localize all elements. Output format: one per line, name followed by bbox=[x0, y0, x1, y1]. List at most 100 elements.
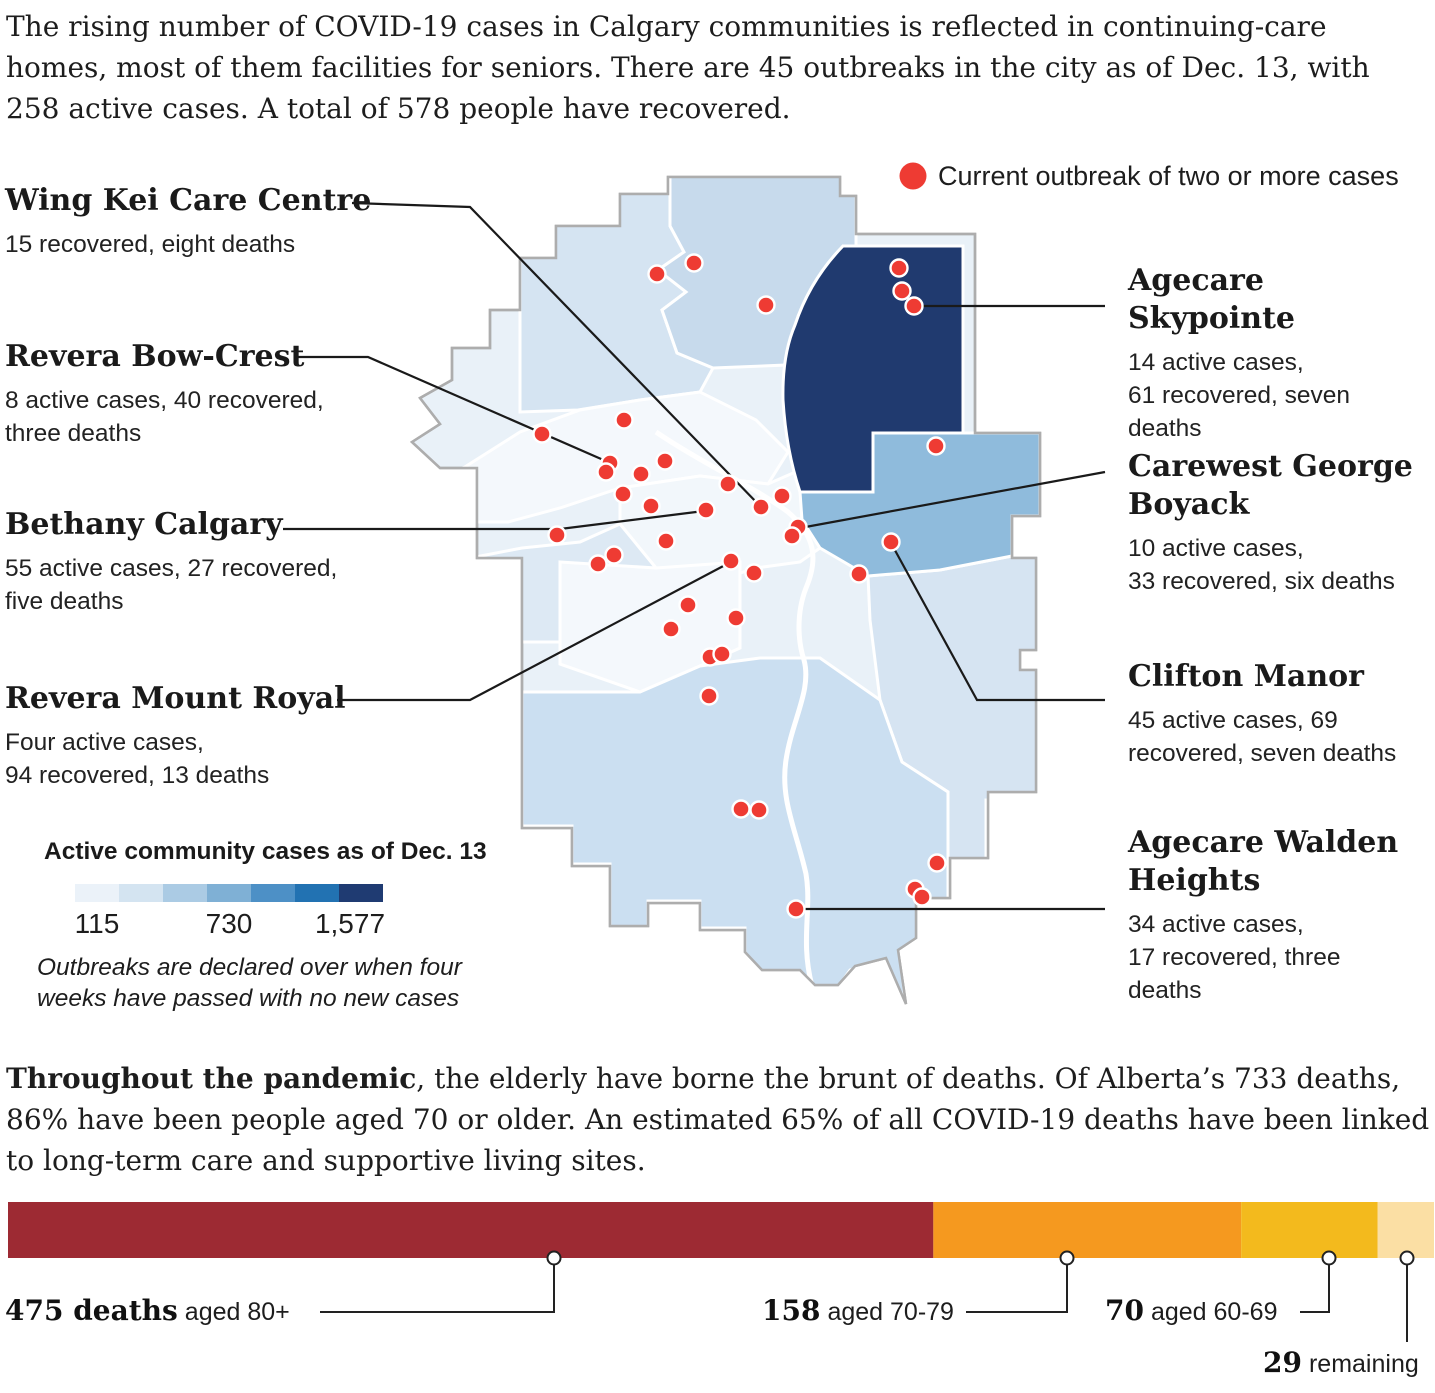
facility-bow-crest: Revera Bow-Crest 8 active cases, 40 reco… bbox=[5, 338, 435, 450]
outbreak-dot bbox=[718, 474, 738, 494]
facility-stats: Four active cases, 94 recovered, 13 deat… bbox=[5, 729, 270, 789]
facility-skypointe: Agecare Skypointe 14 active cases, 61 re… bbox=[1128, 262, 1428, 445]
outbreak-dot bbox=[912, 887, 932, 907]
choropleth-swatch bbox=[119, 884, 163, 902]
bar-label-value: 29 bbox=[1263, 1346, 1302, 1379]
bar-label-value: 475 deaths bbox=[5, 1294, 178, 1327]
outbreak-legend-label: Current outbreak of two or more cases bbox=[938, 161, 1399, 191]
outbreak-dot bbox=[647, 264, 667, 284]
connector-80plus bbox=[320, 1258, 555, 1313]
outbreak-dot bbox=[613, 484, 633, 504]
facility-wing-kei: Wing Kei Care Centre 15 recovered, eight… bbox=[5, 182, 425, 261]
bar-label-80plus: 475 deaths aged 80+ bbox=[5, 1294, 290, 1327]
callout-wing-kei bbox=[351, 201, 762, 508]
outbreak-dot bbox=[641, 496, 661, 516]
connector-70-79 bbox=[966, 1258, 1068, 1313]
outbreak-dots bbox=[532, 253, 947, 919]
facility-name: Agecare Skypointe bbox=[1128, 263, 1296, 336]
outbreak-dot bbox=[661, 619, 681, 639]
callout-bow-crest bbox=[297, 355, 609, 464]
outbreak-dot bbox=[655, 451, 675, 471]
outbreak-dot bbox=[588, 554, 608, 574]
deaths-stacked-bar bbox=[8, 1202, 1434, 1258]
facility-bethany: Bethany Calgary 55 active cases, 27 reco… bbox=[5, 506, 435, 618]
facility-stats: 55 active cases, 27 recovered, five deat… bbox=[5, 555, 338, 615]
choropleth-swatch bbox=[295, 884, 339, 902]
facility-stats: 45 active cases, 69 recovered, seven dea… bbox=[1128, 707, 1397, 767]
connector-node-80plus bbox=[546, 1250, 562, 1266]
facility-name: Wing Kei Care Centre bbox=[5, 183, 372, 218]
connector-node-70-79 bbox=[1059, 1250, 1075, 1266]
bar-segment-aged-70-79 bbox=[933, 1202, 1242, 1258]
outbreak-dot bbox=[532, 424, 552, 444]
choropleth-scale-swatches bbox=[75, 884, 383, 902]
bar-connectors bbox=[320, 1250, 1415, 1342]
outbreak-dot bbox=[696, 500, 716, 520]
outbreak-dot bbox=[699, 686, 719, 706]
facility-stats: 34 active cases, 17 recovered, three dea… bbox=[1128, 911, 1341, 1004]
bar-label-category: aged 60-69 bbox=[1150, 1298, 1278, 1326]
river-line bbox=[654, 429, 816, 987]
bar-label-value: 70 bbox=[1105, 1294, 1144, 1327]
facility-mount-royal: Revera Mount Royal Four active cases, 94… bbox=[5, 680, 435, 792]
facility-name: Agecare Walden Heights bbox=[1128, 825, 1399, 898]
facility-name: Revera Bow-Crest bbox=[5, 339, 305, 374]
facility-stats: 8 active cases, 40 recovered, three deat… bbox=[5, 387, 324, 447]
connector-60-69 bbox=[1300, 1258, 1330, 1313]
outbreak-dot bbox=[547, 525, 567, 545]
choropleth-tick-min: 115 bbox=[74, 908, 120, 939]
outbreak-dot bbox=[786, 899, 806, 919]
outbreak-dot bbox=[751, 497, 771, 517]
deaths-paragraph: Throughout the pandemic, the elderly hav… bbox=[6, 1058, 1430, 1181]
bar-label-value: 158 bbox=[762, 1294, 821, 1327]
choropleth-swatch bbox=[339, 884, 383, 902]
connector-node-60-69 bbox=[1321, 1250, 1337, 1266]
outbreak-dot bbox=[926, 436, 946, 456]
outbreak-dot bbox=[749, 800, 769, 820]
facility-name: Clifton Manor bbox=[1128, 659, 1364, 694]
outbreak-dot bbox=[782, 526, 802, 546]
callout-mount-royal bbox=[337, 562, 730, 702]
outbreak-dot bbox=[631, 464, 651, 484]
bar-segment-remaining bbox=[1377, 1202, 1434, 1258]
outbreak-dot bbox=[731, 799, 751, 819]
deaths-paragraph-lead: Throughout the pandemic bbox=[6, 1062, 417, 1095]
choropleth-swatch bbox=[75, 884, 119, 902]
outbreak-legend-dot bbox=[899, 162, 927, 190]
facility-carewest-boyack: Carewest George Boyack 10 active cases, … bbox=[1128, 448, 1430, 598]
outbreak-dot bbox=[596, 462, 616, 482]
deaths-paragraph-rest: , the elderly have borne the brunt of de… bbox=[6, 1062, 1430, 1177]
bar-segment-aged-60-69 bbox=[1241, 1202, 1378, 1258]
bar-label-60-69: 70 aged 60-69 bbox=[1105, 1294, 1277, 1327]
callout-clifton bbox=[890, 542, 1105, 702]
bar-label-category: aged 70-79 bbox=[827, 1298, 954, 1326]
facility-clifton-manor: Clifton Manor 45 active cases, 69 recove… bbox=[1128, 658, 1433, 770]
choropleth-swatch bbox=[163, 884, 207, 902]
outbreak-note: Outbreaks are declared over when four we… bbox=[37, 954, 462, 1012]
outbreak-dot bbox=[656, 531, 676, 551]
facility-name: Carewest George Boyack bbox=[1128, 449, 1413, 522]
outbreak-dot bbox=[678, 595, 698, 615]
outbreak-dot bbox=[881, 532, 901, 552]
outbreak-dot bbox=[892, 281, 912, 301]
outbreak-dot bbox=[849, 564, 869, 584]
choropleth-swatch bbox=[251, 884, 295, 902]
facility-stats: 15 recovered, eight deaths bbox=[5, 231, 296, 258]
outbreak-dot bbox=[712, 644, 732, 664]
outbreak-dot bbox=[726, 608, 746, 628]
choropleth-tick-mid: 730 bbox=[205, 908, 253, 939]
facility-name: Bethany Calgary bbox=[5, 507, 283, 542]
callout-carewest bbox=[799, 470, 1106, 530]
outbreak-dot bbox=[721, 551, 741, 571]
facility-walden-heights: Agecare Walden Heights 34 active cases, … bbox=[1128, 824, 1428, 1007]
bar-segment-aged-80+ bbox=[8, 1202, 934, 1258]
outbreak-dot bbox=[684, 253, 704, 273]
connector-node-remaining bbox=[1399, 1250, 1415, 1266]
outbreak-dot bbox=[744, 563, 764, 583]
choropleth-swatch bbox=[207, 884, 251, 902]
bar-label-category: aged 80+ bbox=[184, 1298, 290, 1326]
facility-stats: 10 active cases, 33 recovered, six death… bbox=[1128, 535, 1395, 595]
bar-label-category: remaining bbox=[1308, 1350, 1419, 1378]
city-boundary-outline bbox=[409, 175, 1042, 1005]
